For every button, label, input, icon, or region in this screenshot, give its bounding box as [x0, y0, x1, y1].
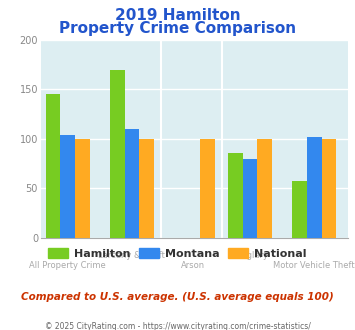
- Text: © 2025 CityRating.com - https://www.cityrating.com/crime-statistics/: © 2025 CityRating.com - https://www.city…: [45, 322, 310, 330]
- Bar: [257, 139, 272, 238]
- Bar: [60, 135, 75, 238]
- Bar: [140, 139, 154, 238]
- Bar: [125, 129, 140, 238]
- Bar: [292, 181, 307, 238]
- Bar: [75, 139, 90, 238]
- Bar: [200, 139, 215, 238]
- Bar: [110, 70, 125, 238]
- Text: All Property Crime: All Property Crime: [29, 261, 106, 270]
- Bar: [322, 139, 337, 238]
- Bar: [242, 159, 257, 238]
- Text: 2019 Hamilton: 2019 Hamilton: [115, 8, 240, 23]
- Text: Motor Vehicle Theft: Motor Vehicle Theft: [273, 261, 355, 270]
- Text: Arson: Arson: [181, 261, 205, 270]
- Bar: [307, 137, 322, 238]
- Legend: Hamilton, Montana, National: Hamilton, Montana, National: [44, 244, 311, 263]
- Text: Larceny & Theft: Larceny & Theft: [98, 251, 165, 260]
- Text: Property Crime Comparison: Property Crime Comparison: [59, 21, 296, 36]
- Text: Burglary: Burglary: [232, 251, 268, 260]
- Bar: [228, 153, 242, 238]
- Text: Compared to U.S. average. (U.S. average equals 100): Compared to U.S. average. (U.S. average …: [21, 292, 334, 302]
- Bar: [45, 94, 60, 238]
